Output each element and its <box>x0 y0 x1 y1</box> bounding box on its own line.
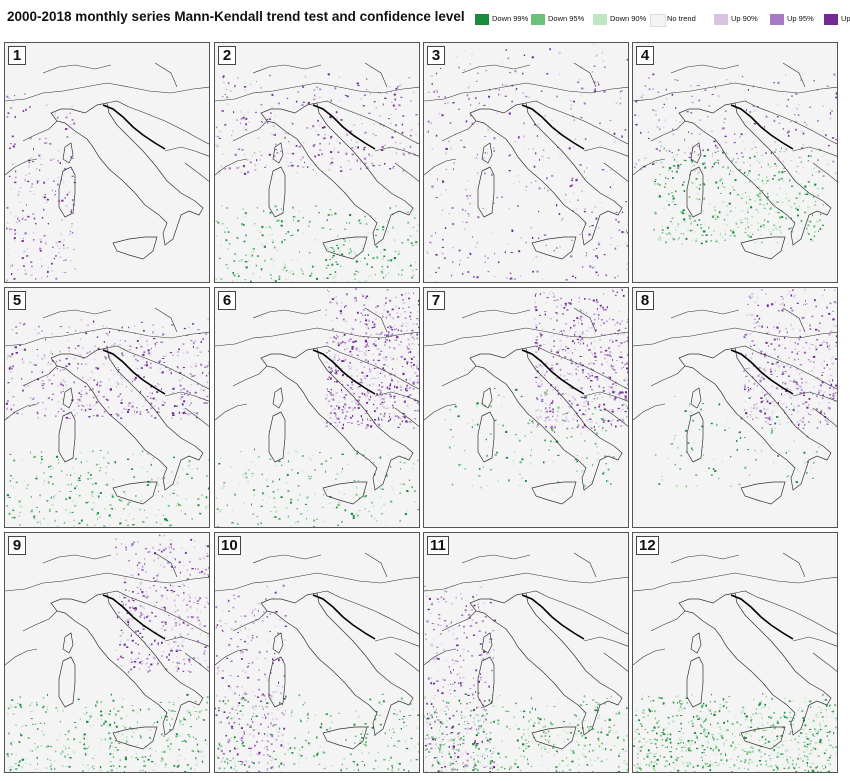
panel-month-label: 12 <box>636 536 659 555</box>
coastline-borders <box>215 307 419 505</box>
map-svg <box>215 552 419 772</box>
coastline-borders <box>424 552 628 750</box>
map-panel-month-4: 4 <box>632 42 838 283</box>
trend-up-pixels <box>215 73 419 175</box>
trend-down-pixels <box>215 693 419 772</box>
coastline-borders <box>215 62 419 260</box>
trend-down-pixels <box>653 145 825 245</box>
legend-swatch <box>714 14 728 25</box>
map-panel-month-5: 5 <box>4 287 210 528</box>
trend-down-pixels <box>633 693 837 772</box>
map-svg <box>424 552 628 772</box>
legend-swatch <box>770 14 784 25</box>
map-panel-month-2: 2 <box>214 42 420 283</box>
panel-month-label: 11 <box>427 536 449 555</box>
panel-month-label: 3 <box>427 46 445 65</box>
map-svg <box>424 288 628 505</box>
trend-down-pixels <box>6 450 209 527</box>
legend-swatch <box>824 14 838 25</box>
panel-month-label: 7 <box>427 291 445 310</box>
coastline-borders <box>215 552 419 750</box>
legend-swatch <box>593 14 607 25</box>
legend: Down 99% Down 95% Down 90% No trend Up 9… <box>475 13 850 27</box>
trend-up-pixels <box>5 318 209 420</box>
legend-label: Up 95% <box>787 14 814 23</box>
trend-down-pixels <box>424 693 628 772</box>
trend-up-pixels <box>5 93 76 282</box>
trend-up-pixels <box>215 584 287 772</box>
trend-up-pixels <box>534 288 628 430</box>
trend-up-pixels <box>115 534 209 674</box>
map-svg <box>633 62 837 260</box>
coastline-borders <box>5 552 209 750</box>
trend-up-pixels <box>634 73 837 175</box>
trend-up-pixels <box>426 44 628 282</box>
map-svg <box>5 534 209 772</box>
trend-down-pixels <box>444 388 615 489</box>
coastline-borders <box>5 62 209 260</box>
trend-down-pixels <box>654 396 823 488</box>
trend-up-pixels <box>325 288 419 430</box>
trend-up-pixels <box>424 585 496 772</box>
legend-swatch <box>531 14 545 25</box>
map-panel-month-11: 11 <box>423 532 629 773</box>
panel-month-label: 10 <box>218 536 241 555</box>
map-svg <box>424 44 628 282</box>
trend-down-pixels <box>6 693 209 772</box>
coastline-borders <box>5 307 209 505</box>
map-panel-month-3: 3 <box>423 42 629 283</box>
panel-month-label: 8 <box>636 291 654 310</box>
map-panel-month-7: 7 <box>423 287 629 528</box>
panel-month-label: 9 <box>8 536 26 555</box>
legend-label: Up 99% <box>841 14 850 23</box>
map-panel-month-8: 8 <box>632 287 838 528</box>
legend-swatch <box>650 14 666 27</box>
coastline-borders <box>633 62 837 260</box>
panel-month-label: 5 <box>8 291 26 310</box>
panel-month-label: 1 <box>8 46 26 65</box>
trend-up-pixels <box>743 288 837 430</box>
map-svg <box>215 288 419 527</box>
trend-down-pixels <box>215 205 419 282</box>
map-svg <box>633 288 837 505</box>
map-svg <box>5 62 209 282</box>
legend-label: Down 99% <box>492 14 529 23</box>
coastline-borders <box>424 62 628 260</box>
map-svg <box>633 552 837 772</box>
trend-down-pixels <box>215 448 419 527</box>
map-panel-month-10: 10 <box>214 532 420 773</box>
legend-label: Up 90% <box>731 14 758 23</box>
panel-month-label: 6 <box>218 291 236 310</box>
legend-label: Down 90% <box>610 14 647 23</box>
legend-label: No trend <box>667 14 696 23</box>
coastline-borders <box>633 307 837 505</box>
panel-month-label: 4 <box>636 46 654 65</box>
page-title: 2000-2018 monthly series Mann-Kendall tr… <box>7 9 465 24</box>
map-panel-month-12: 12 <box>632 532 838 773</box>
map-panel-month-6: 6 <box>214 287 420 528</box>
legend-swatch <box>475 14 489 25</box>
map-svg <box>5 307 209 527</box>
coastline-borders <box>633 552 837 750</box>
coastline-borders <box>424 307 628 505</box>
map-svg <box>215 62 419 282</box>
panel-month-label: 2 <box>218 46 236 65</box>
map-panel-month-9: 9 <box>4 532 210 773</box>
map-panel-month-1: 1 <box>4 42 210 283</box>
legend-label: Down 95% <box>548 14 585 23</box>
